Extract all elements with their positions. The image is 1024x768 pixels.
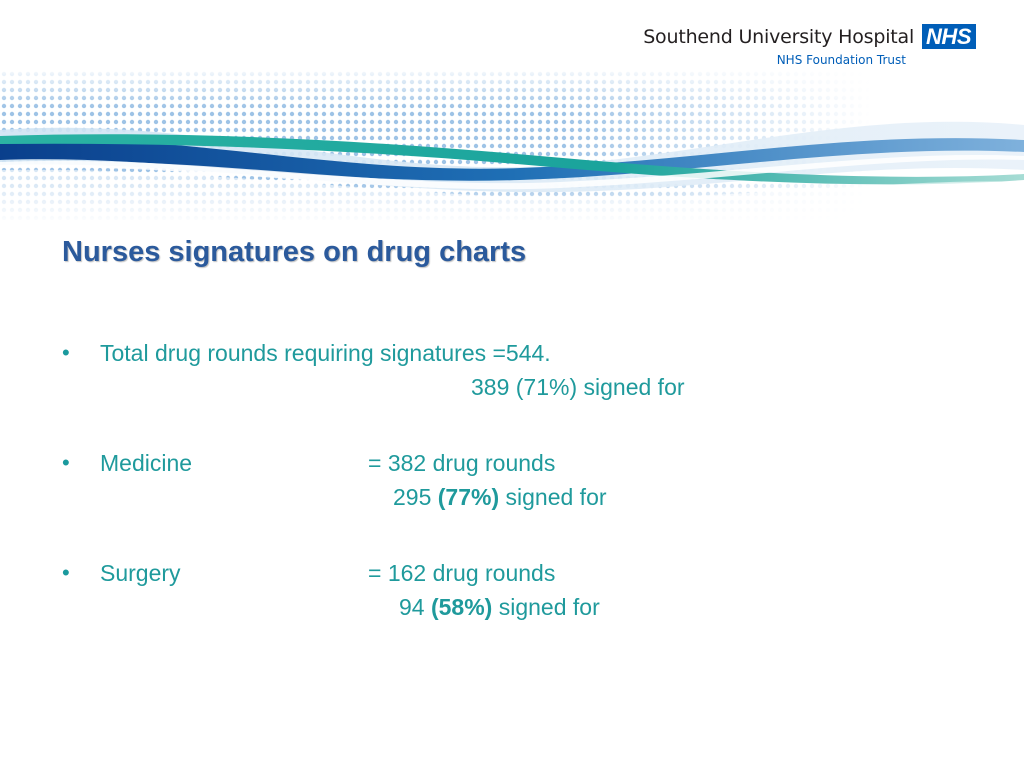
list-item-total: • Total drug rounds requiring signatures… xyxy=(62,338,962,448)
detail-percent: (58%) xyxy=(430,594,493,620)
bullet-dot-icon: • xyxy=(62,340,70,365)
detail-suffix: signed for xyxy=(498,594,600,620)
bullet-list: • Total drug rounds requiring signatures… xyxy=(62,338,962,668)
bullet-label: Surgery xyxy=(100,560,181,586)
detail-count: 94 xyxy=(399,594,425,620)
bullet-label: Medicine xyxy=(100,450,193,476)
slide-title: Nurses signatures on drug charts xyxy=(62,236,527,268)
hospital-logo: Southend University Hospital NHS NHS Fou… xyxy=(643,24,976,67)
detail-percent: (77%) xyxy=(437,484,500,510)
bullet-dot-icon: • xyxy=(62,560,70,585)
bullet-detail: 389 (71%) signed for xyxy=(471,374,685,400)
list-item-medicine: • Medicine = 382 drug rounds 295 (77%) s… xyxy=(62,448,962,558)
bullet-detail: 295 (77%) signed for xyxy=(393,482,607,512)
bullet-label: Total drug rounds requiring signatures =… xyxy=(100,340,551,366)
wave-banner-icon xyxy=(0,70,1024,220)
logo-row: Southend University Hospital NHS xyxy=(643,24,976,49)
bullet-value: = 162 drug rounds xyxy=(368,560,556,586)
detail-suffix: signed for xyxy=(505,484,607,510)
hospital-name: Southend University Hospital xyxy=(643,25,915,48)
nhs-badge: NHS xyxy=(922,24,976,49)
bullet-value: = 382 drug rounds xyxy=(368,450,556,476)
bullet-detail: 94 (58%) signed for xyxy=(399,592,600,622)
bullet-dot-icon: • xyxy=(62,450,70,475)
detail-count: 295 xyxy=(393,484,432,510)
trust-name: NHS Foundation Trust xyxy=(776,53,906,67)
list-item-surgery: • Surgery = 162 drug rounds 94 (58%) sig… xyxy=(62,558,962,668)
